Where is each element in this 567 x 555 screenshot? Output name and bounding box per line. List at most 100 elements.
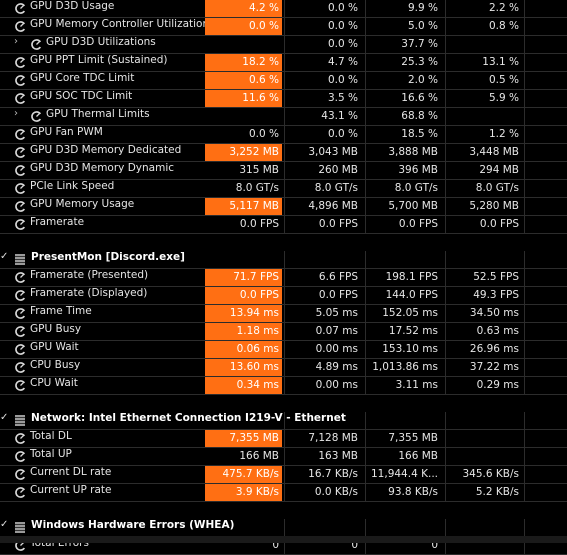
column-divider xyxy=(445,36,446,53)
sensor-subgroup-row[interactable]: › GPU Thermal Limits 43.1 % 68.8 % xyxy=(0,108,567,126)
sensor-row[interactable]: GPU SOC TDC Limit 11.6 % 3.5 % 16.6 % 5.9 % xyxy=(0,90,567,108)
column-divider xyxy=(284,269,285,286)
column-divider xyxy=(445,377,446,394)
value-current: 475.7 KB/s xyxy=(205,466,282,483)
column-divider xyxy=(284,412,285,429)
chevron-right-icon[interactable]: › xyxy=(14,108,18,119)
value-minimum: 4.7 % xyxy=(327,56,358,68)
value-maximum: 198.1 FPS xyxy=(385,271,438,283)
sensor-row[interactable]: Current UP rate 3.9 KB/s 0.0 KB/s 93.8 KB/s… xyxy=(0,484,567,502)
sensor-row[interactable]: Current DL rate 475.7 KB/s 16.7 KB/s 11,944… xyxy=(0,466,567,484)
group-spacer xyxy=(0,234,567,251)
value-average: 13.1 % xyxy=(482,56,519,68)
column-divider xyxy=(524,198,525,215)
checkmark-icon[interactable]: ✓ xyxy=(0,412,9,423)
value-average: 2.2 % xyxy=(488,2,519,14)
value-minimum: 0.0 FPS xyxy=(318,218,358,230)
column-divider xyxy=(284,323,285,340)
column-divider xyxy=(365,359,366,376)
column-divider xyxy=(284,251,285,268)
sensor-row[interactable]: Total DL 7,355 MB 7,128 MB 7,355 MB xyxy=(0,430,567,448)
sensor-name: GPU Core TDC Limit xyxy=(30,72,135,84)
column-divider xyxy=(284,90,285,107)
column-divider xyxy=(365,430,366,447)
sensor-row[interactable]: GPU Wait 0.06 ms 0.00 ms 153.10 ms 26.96 ms xyxy=(0,341,567,359)
checkmark-icon[interactable]: ✓ xyxy=(0,251,9,262)
sensor-row[interactable]: Framerate (Displayed) 0.0 FPS 0.0 FPS 144.0… xyxy=(0,287,567,305)
column-divider xyxy=(284,430,285,447)
value-minimum: 0.00 ms xyxy=(315,379,358,391)
column-divider xyxy=(524,377,525,394)
sensor-row[interactable]: GPU Fan PWM 0.0 % 0.0 % 18.5 % 1.2 % xyxy=(0,126,567,144)
value-minimum: 163 MB xyxy=(318,450,358,462)
value-current: 0.06 ms xyxy=(205,341,282,358)
column-divider xyxy=(524,126,525,143)
sensor-name: Framerate (Displayed) xyxy=(30,287,148,299)
sensor-row[interactable]: Frame Time 13.94 ms 5.05 ms 152.05 ms 34.50 … xyxy=(0,305,567,323)
column-divider xyxy=(524,18,525,35)
sensor-row[interactable]: PCIe Link Speed 8.0 GT/s 8.0 GT/s 8.0 GT/s 8… xyxy=(0,180,567,198)
horizontal-scrollbar[interactable] xyxy=(0,536,567,543)
value-minimum: 4,896 MB xyxy=(308,200,358,212)
column-divider xyxy=(524,323,525,340)
sensor-row[interactable]: CPU Busy 13.60 ms 4.89 ms 1,013.86 ms 37.22 … xyxy=(0,359,567,377)
sensor-row[interactable]: GPU D3D Usage 4.2 % 0.0 % 9.9 % 2.2 % xyxy=(0,0,567,18)
clock-gauge-icon xyxy=(15,469,26,480)
value-minimum: 0.0 % xyxy=(327,2,358,14)
sensor-row[interactable]: GPU D3D Memory Dynamic 315 MB 260 MB 396 MB… xyxy=(0,162,567,180)
column-divider xyxy=(365,90,366,107)
column-divider xyxy=(524,466,525,483)
sensor-row[interactable]: GPU Memory Controller Utilization 0.0 % 0.… xyxy=(0,18,567,36)
sensor-row[interactable]: CPU Wait 0.34 ms 0.00 ms 3.11 ms 0.29 ms xyxy=(0,377,567,395)
value-maximum: 17.52 ms xyxy=(388,325,438,337)
sensor-group-header[interactable]: ✓ PresentMon [Discord.exe] xyxy=(0,251,567,269)
sensor-name: GPU Fan PWM xyxy=(30,126,103,138)
sensor-group-header[interactable]: ✓ Network: Intel Ethernet Connection I219… xyxy=(0,412,567,430)
column-divider xyxy=(524,162,525,179)
value-average: 37.22 ms xyxy=(469,361,519,373)
clock-gauge-icon xyxy=(15,326,26,337)
column-divider xyxy=(365,377,366,394)
value-average: 5.2 KB/s xyxy=(475,486,519,498)
column-divider xyxy=(365,466,366,483)
value-minimum: 0.0 KB/s xyxy=(314,486,358,498)
sensor-row[interactable]: GPU D3D Memory Dedicated 3,252 MB 3,043 MB… xyxy=(0,144,567,162)
chip-icon xyxy=(15,522,25,533)
value-minimum: 6.6 FPS xyxy=(318,271,358,283)
value-minimum: 5.05 ms xyxy=(315,307,358,319)
sensor-subgroup-row[interactable]: › GPU D3D Utilizations 0.0 % 37.7 % xyxy=(0,36,567,54)
column-divider xyxy=(365,180,366,197)
value-average: 0.5 % xyxy=(488,74,519,86)
column-divider xyxy=(284,108,285,125)
value-minimum: 0.0 FPS xyxy=(318,289,358,301)
column-divider xyxy=(365,0,366,17)
sensor-row[interactable]: Framerate 0.0 FPS 0.0 FPS 0.0 FPS 0.0 FPS xyxy=(0,216,567,234)
checkmark-icon[interactable]: ✓ xyxy=(0,519,9,530)
column-divider xyxy=(445,162,446,179)
sensor-row[interactable]: Total UP 166 MB 163 MB 166 MB xyxy=(0,448,567,466)
sensor-row[interactable]: Framerate (Presented) 71.7 FPS 6.6 FPS 198.… xyxy=(0,269,567,287)
value-current xyxy=(205,108,282,125)
value-maximum: 9.9 % xyxy=(407,2,438,14)
sensor-name: GPU Memory Usage xyxy=(30,198,135,210)
column-divider xyxy=(284,18,285,35)
value-minimum: 3,043 MB xyxy=(308,146,358,158)
value-maximum: 153.10 ms xyxy=(382,343,438,355)
column-divider xyxy=(445,359,446,376)
chevron-right-icon[interactable]: › xyxy=(14,36,18,47)
clock-gauge-icon xyxy=(15,433,26,444)
sensor-row[interactable]: GPU Core TDC Limit 0.6 % 0.0 % 2.0 % 0.5 % xyxy=(0,72,567,90)
column-divider xyxy=(365,108,366,125)
column-divider xyxy=(365,341,366,358)
sensor-row[interactable]: GPU PPT Limit (Sustained) 18.2 % 4.7 % 25.3… xyxy=(0,54,567,72)
value-current: 315 MB xyxy=(239,164,279,176)
column-divider xyxy=(284,36,285,53)
sensor-name: Framerate (Presented) xyxy=(30,269,149,281)
clock-gauge-icon xyxy=(15,21,26,32)
column-divider xyxy=(524,36,525,53)
sensor-group-header[interactable]: ✓ Windows Hardware Errors (WHEA) xyxy=(0,519,567,537)
sensor-row[interactable]: GPU Busy 1.18 ms 0.07 ms 17.52 ms 0.63 ms xyxy=(0,323,567,341)
sensor-name: Current UP rate xyxy=(30,484,112,496)
sensor-row[interactable]: GPU Memory Usage 5,117 MB 4,896 MB 5,700 MB… xyxy=(0,198,567,216)
value-maximum: 37.7 % xyxy=(401,38,438,50)
